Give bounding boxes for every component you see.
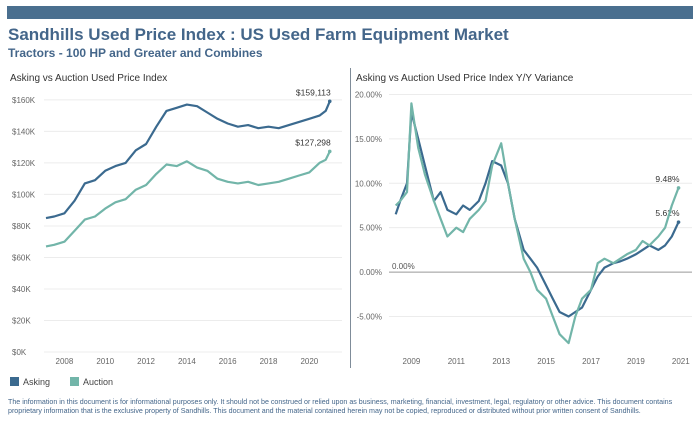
right-chart-y-tick-label: 20.00% xyxy=(355,90,382,99)
right-chart-series-asking-end-label: 5.62% xyxy=(655,208,680,218)
left-chart-y-tick-label: $140K xyxy=(12,127,36,136)
left-chart-x-tick-label: 2020 xyxy=(300,357,318,366)
right-chart-series-asking-end-point xyxy=(676,220,681,224)
right-chart-y-tick-label: 10.00% xyxy=(355,179,382,188)
right-chart-x-tick-label: 2009 xyxy=(403,357,421,366)
legend-item-asking[interactable]: Asking xyxy=(10,377,50,387)
panel-divider xyxy=(350,68,351,368)
right-chart-x-tick-label: 2011 xyxy=(448,357,466,366)
left-chart-y-tick-label: $160K xyxy=(12,96,36,105)
disclaimer-footer: The information in this document is for … xyxy=(8,398,673,415)
right-chart-series-asking-line xyxy=(394,111,680,318)
left-chart-x-tick-label: 2008 xyxy=(56,357,74,366)
right-chart-title: Asking vs Auction Used Price Index Y/Y V… xyxy=(356,73,574,84)
right-chart-x-tick-label: 2021 xyxy=(672,357,690,366)
left-chart-series-asking-end-point xyxy=(327,99,332,104)
page-subtitle: Tractors - 100 HP and Greater and Combin… xyxy=(8,46,263,60)
right-chart-y-tick-label: 5.00% xyxy=(359,224,382,233)
legend-label-asking: Asking xyxy=(23,377,51,387)
left-chart-x-tick-label: 2018 xyxy=(260,357,278,366)
page-title: Sandhills Used Price Index : US Used Far… xyxy=(8,25,509,44)
left-chart-y-tick-label: $80K xyxy=(12,222,31,231)
left-chart-y-tick-label: $0K xyxy=(12,348,27,357)
right-chart-series-auction-end-point xyxy=(676,186,681,190)
left-chart-y-tick-label: $40K xyxy=(12,285,31,294)
right-chart-y-tick-label: 15.00% xyxy=(355,135,382,144)
right-chart-x-tick-label: 2013 xyxy=(492,357,510,366)
left-chart-y-tick-label: $120K xyxy=(12,159,36,168)
left-chart-x-tick-label: 2012 xyxy=(137,357,155,366)
left-chart-series-auction-line xyxy=(45,150,331,248)
header-color-bar xyxy=(7,6,693,19)
right-chart-y-tick-label: -5.00% xyxy=(357,312,382,321)
legend-item-auction[interactable]: Auction xyxy=(70,377,113,387)
left-chart-y-tick-label: $100K xyxy=(12,190,36,199)
right-chart-x-tick-label: 2017 xyxy=(582,357,600,366)
right-chart-x-tick-label: 2019 xyxy=(627,357,645,366)
right-chart-zero-label: 0.00% xyxy=(392,262,415,271)
left-chart-x-tick-label: 2010 xyxy=(96,357,114,366)
right-chart-y-tick-label: 0.00% xyxy=(359,268,382,277)
left-chart-title: Asking vs Auction Used Price Index xyxy=(10,73,168,84)
legend-label-auction: Auction xyxy=(83,377,114,387)
right-chart-series-auction-end-label: 9.48% xyxy=(655,174,680,184)
left-chart-y-tick-label: $60K xyxy=(12,253,31,262)
right-chart-x-tick-label: 2015 xyxy=(537,357,555,366)
left-chart-series-auction-end-point xyxy=(327,149,332,154)
left-chart-series-auction-end-label: $127,298 xyxy=(295,137,331,147)
right-chart-series-auction-line xyxy=(394,102,680,345)
legend-swatch-auction xyxy=(70,377,79,386)
legend-swatch-asking xyxy=(10,377,19,386)
left-chart-series-asking-end-label: $159,113 xyxy=(296,87,331,97)
left-chart-y-tick-label: $20K xyxy=(12,316,31,325)
left-chart-x-tick-label: 2016 xyxy=(219,357,237,366)
left-chart-series-asking-line xyxy=(45,100,331,220)
left-chart-x-tick-label: 2014 xyxy=(178,357,196,366)
